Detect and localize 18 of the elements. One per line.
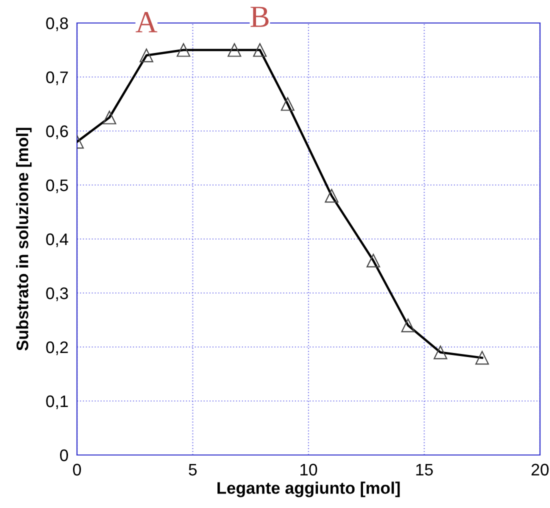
x-tick-label: 20 bbox=[532, 464, 549, 476]
x-axis-title: Legante aggiunto [mol] bbox=[218, 482, 400, 498]
y-tick-label: 0,5 bbox=[46, 179, 68, 194]
y-tick-label: 0 bbox=[60, 449, 68, 462]
y-tick-label: 0,6 bbox=[46, 125, 68, 140]
x-tick-label: 10 bbox=[300, 464, 318, 476]
y-tick-label: 0,7 bbox=[46, 71, 68, 86]
x-tick-label: 5 bbox=[188, 464, 197, 476]
y-tick-label: 0,2 bbox=[46, 341, 68, 356]
y-tick-label: 0,4 bbox=[46, 233, 68, 248]
x-tick-label: 0 bbox=[73, 464, 81, 476]
y-tick-label: 0,1 bbox=[46, 395, 68, 410]
y-tick-label: 0,3 bbox=[46, 287, 68, 302]
y-tick-label: 0,8 bbox=[46, 17, 68, 32]
x-tick-label: 15 bbox=[416, 464, 433, 476]
annotation: A bbox=[136, 12, 158, 32]
annotation: B bbox=[250, 6, 269, 27]
y-axis-title: Substrato in soluzione [mol] bbox=[16, 128, 32, 351]
